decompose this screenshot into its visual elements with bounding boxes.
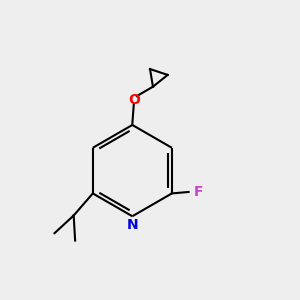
Text: N: N xyxy=(127,218,138,232)
Text: F: F xyxy=(194,185,203,199)
Text: O: O xyxy=(128,93,140,107)
